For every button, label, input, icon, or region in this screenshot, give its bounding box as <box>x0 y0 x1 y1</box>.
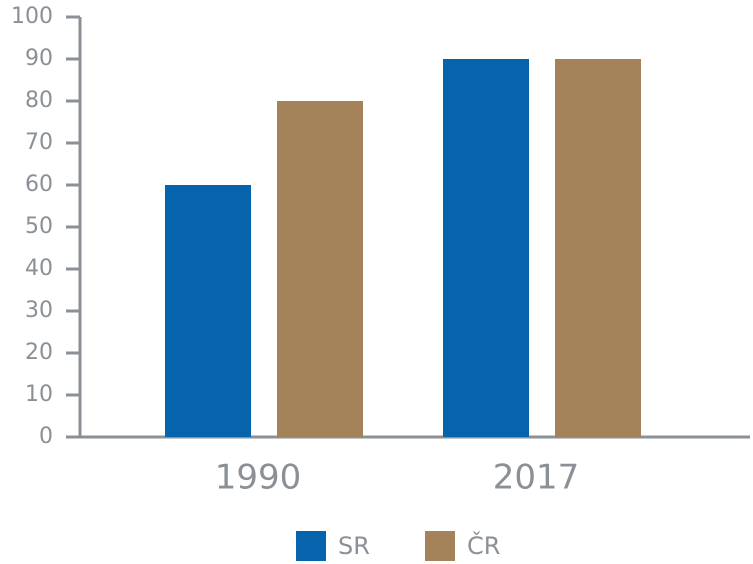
bar <box>555 59 641 437</box>
y-tick-label: 80 <box>25 88 53 113</box>
y-tick-label: 90 <box>25 46 53 71</box>
x-tick-label: 2017 <box>493 458 580 498</box>
x-tick-label: 1990 <box>215 458 302 498</box>
legend-label: SR <box>338 532 370 560</box>
bar <box>165 185 251 437</box>
bar <box>443 59 529 437</box>
y-tick-label: 100 <box>11 4 53 29</box>
legend-swatch <box>296 531 326 561</box>
y-tick-label: 0 <box>39 424 53 449</box>
y-tick-label: 40 <box>25 256 53 281</box>
legend-swatch <box>425 531 455 561</box>
y-tick-label: 10 <box>25 382 53 407</box>
y-tick-label: 30 <box>25 298 53 323</box>
y-tick-label: 60 <box>25 172 53 197</box>
y-tick-label: 70 <box>25 130 53 155</box>
bar <box>277 101 363 437</box>
y-tick-label: 50 <box>25 214 53 239</box>
y-tick-label: 20 <box>25 340 53 365</box>
legend-label: ČR <box>467 530 500 560</box>
